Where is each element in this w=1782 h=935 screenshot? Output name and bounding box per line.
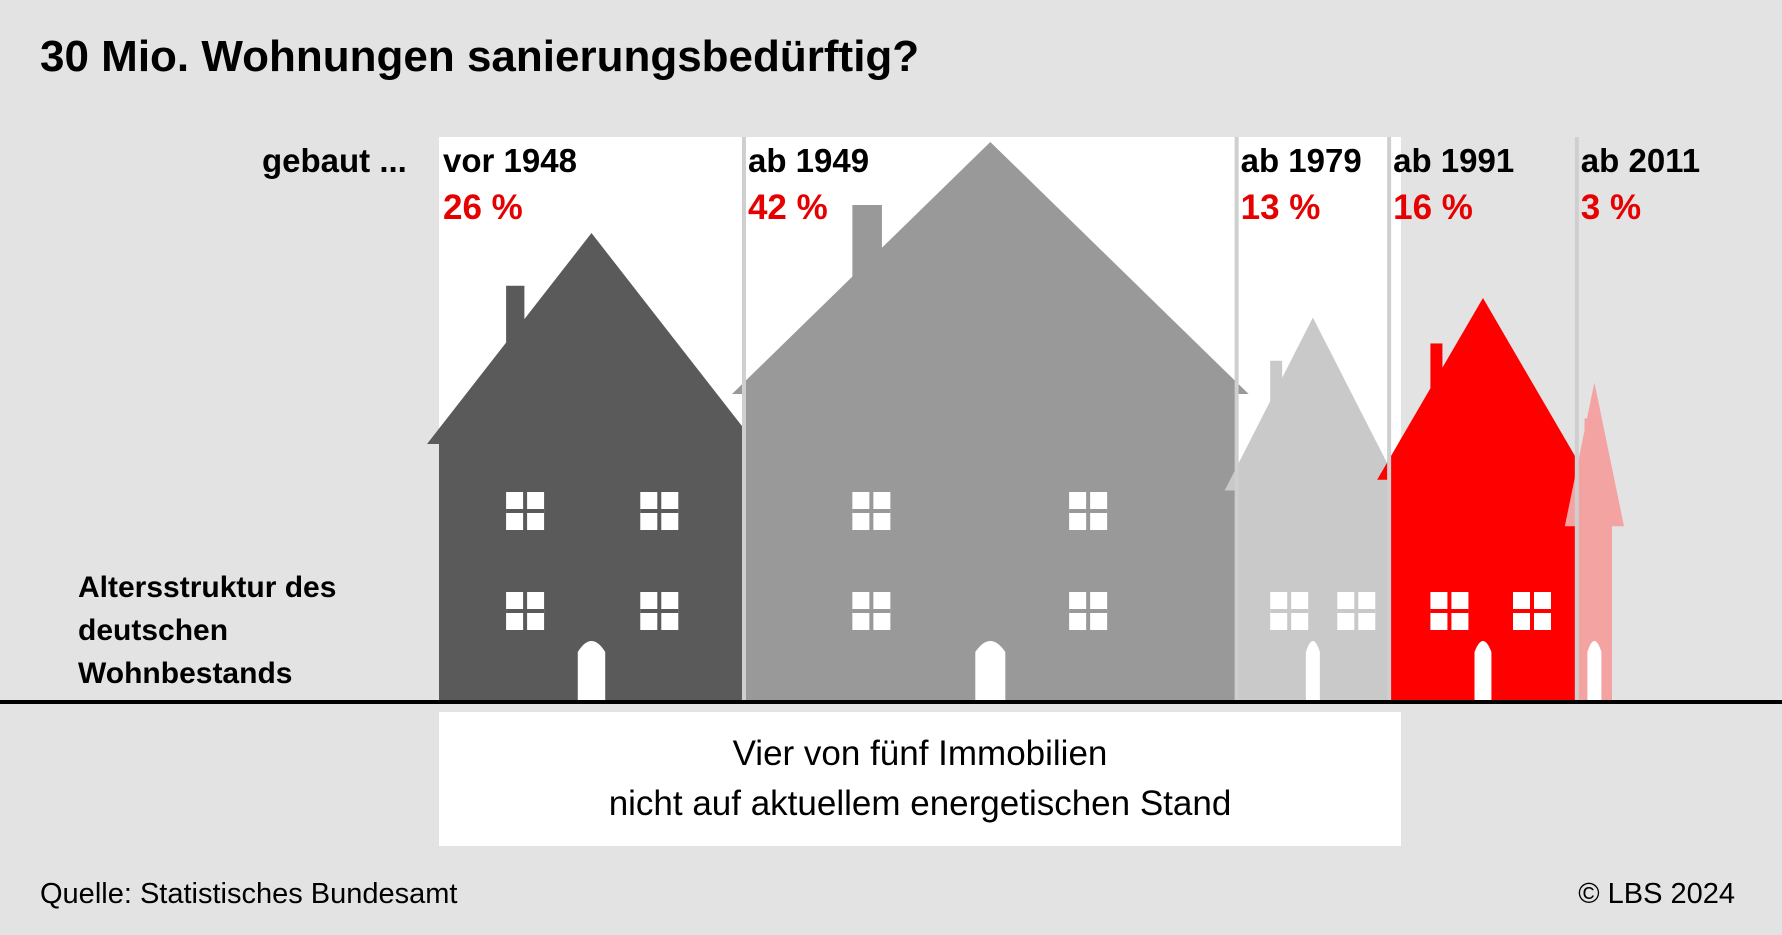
- window-1-1-1: [640, 492, 679, 530]
- window-4-0-1: [1512, 592, 1551, 630]
- share-label-5: 3 %: [1580, 188, 1642, 227]
- window-3-0-0: [1270, 592, 1309, 630]
- door-1: [577, 641, 606, 702]
- built-label: gebaut ...: [262, 142, 407, 179]
- chimney-5: [1584, 418, 1597, 469]
- note-line-1: Vier von fünf Immobilien: [732, 734, 1108, 773]
- window-3-0-1: [1337, 592, 1376, 630]
- house-5: [1564, 382, 1624, 702]
- window-2-1-0: [852, 492, 891, 530]
- window-1-0-1: [640, 592, 679, 630]
- window-1-0-0: [506, 592, 545, 630]
- chimney-4: [1430, 343, 1443, 408]
- copyright-text: © LBS 2024: [1578, 878, 1735, 910]
- period-label-2: ab 1949: [747, 142, 870, 179]
- door-5: [1587, 641, 1602, 702]
- share-label-1: 26 %: [443, 188, 523, 227]
- period-label-4: ab 1991: [1393, 142, 1515, 179]
- note-box: Vier von fünf Immobilien nicht auf aktue…: [439, 712, 1401, 846]
- share-label-3: 13 %: [1240, 188, 1321, 227]
- chimney-1: [506, 285, 525, 360]
- window-2-1-1: [1069, 492, 1108, 530]
- window-2-0-0: [852, 592, 891, 630]
- share-label-2: 42 %: [747, 188, 828, 227]
- note-line-2: nicht auf aktuellem energetischen Stand: [608, 784, 1232, 823]
- share-label-4: 16 %: [1393, 188, 1473, 227]
- door-2: [975, 641, 1006, 702]
- window-2-0-1: [1069, 592, 1108, 630]
- period-label-1: vor 1948: [443, 142, 577, 179]
- window-4-0-0: [1430, 592, 1469, 630]
- period-label-5: ab 2011: [1580, 142, 1701, 179]
- chimney-3: [1270, 360, 1283, 422]
- window-1-1-0: [506, 492, 545, 530]
- period-label-3: ab 1979: [1240, 142, 1362, 179]
- chimney-2: [852, 205, 882, 294]
- source-text: Quelle: Statistisches Bundesamt: [40, 878, 458, 910]
- door-3: [1305, 641, 1320, 702]
- door-4: [1474, 641, 1492, 702]
- age-structure-label: Altersstruktur des deutschen Wohnbestand…: [78, 571, 337, 690]
- chart-title: 30 Mio. Wohnungen sanierungsbedürftig?: [40, 32, 920, 81]
